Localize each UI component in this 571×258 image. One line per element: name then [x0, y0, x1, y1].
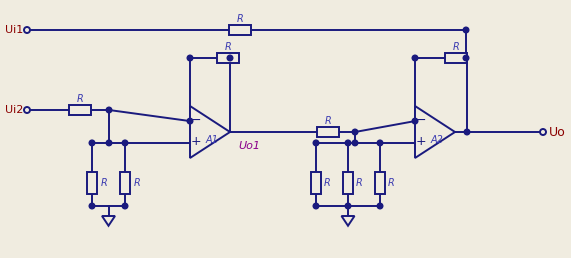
Text: R: R [356, 178, 363, 188]
Circle shape [187, 118, 193, 124]
Circle shape [463, 55, 469, 61]
Circle shape [464, 129, 470, 135]
Text: A1: A1 [206, 135, 219, 145]
Text: Ui2: Ui2 [5, 105, 23, 115]
Polygon shape [190, 106, 230, 158]
Text: R: R [134, 178, 140, 188]
Bar [311, 172, 321, 194]
Text: R: R [388, 178, 395, 188]
Text: R: R [324, 178, 331, 188]
Text: Uo: Uo [549, 125, 566, 139]
Circle shape [377, 203, 383, 209]
Circle shape [106, 107, 112, 113]
Circle shape [313, 203, 319, 209]
Text: R: R [453, 42, 460, 52]
Bar [445, 53, 467, 63]
Circle shape [122, 140, 128, 146]
Bar [343, 172, 353, 194]
Circle shape [352, 129, 358, 135]
Text: −: − [191, 114, 201, 127]
Circle shape [412, 118, 418, 124]
Text: Ui1: Ui1 [5, 25, 23, 35]
Circle shape [89, 203, 95, 209]
Bar [120, 172, 130, 194]
Circle shape [24, 27, 30, 33]
Polygon shape [341, 216, 355, 226]
Text: R: R [325, 116, 331, 126]
Bar [317, 127, 339, 137]
Polygon shape [415, 106, 455, 158]
Circle shape [540, 129, 546, 135]
Bar [87, 172, 97, 194]
Circle shape [412, 55, 418, 61]
Circle shape [352, 140, 358, 146]
Circle shape [106, 140, 112, 146]
Text: +: + [416, 135, 427, 148]
Circle shape [377, 140, 383, 146]
Text: Uo1: Uo1 [238, 141, 260, 151]
Bar [375, 172, 385, 194]
Circle shape [89, 140, 95, 146]
Text: −: − [416, 114, 426, 127]
Text: +: + [191, 135, 202, 148]
Circle shape [463, 27, 469, 33]
Circle shape [345, 140, 351, 146]
Circle shape [122, 203, 128, 209]
Circle shape [187, 55, 193, 61]
Polygon shape [102, 216, 115, 226]
Text: R: R [101, 178, 108, 188]
Bar [229, 25, 251, 35]
Text: A2: A2 [431, 135, 444, 145]
Circle shape [313, 140, 319, 146]
Bar [217, 53, 239, 63]
Text: R: R [236, 14, 243, 24]
Circle shape [227, 55, 233, 61]
Circle shape [345, 203, 351, 209]
Text: R: R [224, 42, 231, 52]
Text: R: R [77, 94, 83, 104]
Bar [69, 105, 91, 115]
Circle shape [24, 107, 30, 113]
